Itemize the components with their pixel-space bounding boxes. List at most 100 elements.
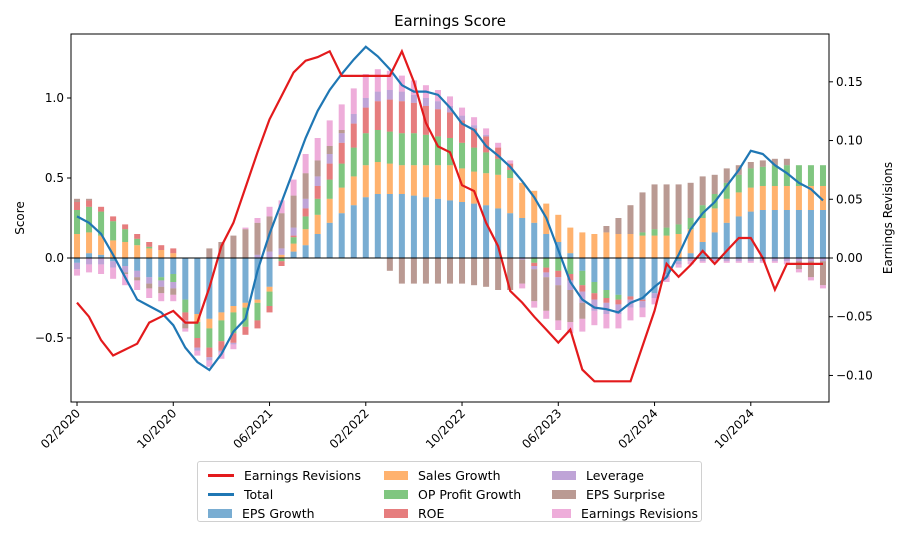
bar-segment [699, 205, 706, 218]
bar-segment [747, 162, 754, 169]
bar-segment [531, 262, 538, 266]
bar-segment [531, 269, 538, 302]
bar-segment [278, 200, 285, 214]
bar-segment [122, 242, 129, 258]
bar-segment [723, 168, 730, 183]
bar-segment [651, 293, 658, 298]
x-tick-label: 02/2022 [327, 406, 372, 451]
bar-segment [747, 168, 754, 188]
bar-segment [483, 258, 490, 287]
bar-segment [771, 261, 778, 263]
bar-segment [266, 251, 273, 258]
bar-segment [314, 198, 321, 215]
bar-segment [350, 88, 357, 114]
earnings-revisions-line [76, 48, 823, 383]
bar-segment [230, 344, 237, 350]
bar-segment [747, 211, 754, 258]
bar-segment [639, 299, 646, 302]
bar-segment [651, 229, 658, 236]
bar-segment [819, 210, 826, 258]
bar-segment [795, 210, 802, 258]
bar-segment [194, 338, 201, 348]
bar-segment [254, 299, 261, 303]
bar-segment [98, 258, 105, 265]
bar-segment [206, 357, 213, 361]
bar-segment [591, 310, 598, 326]
bar-segment [567, 227, 574, 254]
bar-segment [302, 245, 309, 258]
bar-segment [410, 94, 417, 103]
bar-segment [675, 261, 682, 265]
x-tick-label: 10/2022 [423, 406, 468, 451]
bar-segment [86, 198, 93, 201]
bar-segment [579, 291, 586, 303]
bar-segment [158, 293, 165, 302]
bar-segment [182, 323, 189, 329]
bar-segment [98, 264, 105, 274]
bar-segment [170, 288, 177, 295]
bar-segment [483, 128, 490, 135]
bar-segment [182, 299, 189, 313]
bar-segment [410, 258, 417, 284]
bar-segment [747, 261, 754, 263]
bar-segment [170, 274, 177, 282]
bar-segment [314, 160, 321, 177]
bar-segment [747, 187, 754, 212]
bar-segment [603, 298, 610, 303]
bar-segment [483, 205, 490, 258]
bar-segment [795, 258, 802, 262]
bar-segment [326, 154, 333, 164]
bar-segment [483, 152, 490, 174]
bar-segment [507, 160, 514, 164]
bar-segment [194, 347, 201, 351]
y-tick-label-left: 0.0 [45, 251, 64, 265]
bar-segment [579, 270, 586, 286]
bar-segment [446, 165, 454, 201]
bar-segment [795, 186, 802, 210]
bar-segment [519, 283, 526, 289]
bar-segment [795, 165, 802, 186]
bar-segment [663, 184, 670, 228]
bar-segment [230, 333, 237, 343]
bar-segment [314, 138, 321, 161]
legend-label: Total [244, 487, 274, 502]
bar-segment [675, 258, 682, 262]
legend-line-swatch [208, 474, 234, 477]
bar-segment [362, 165, 369, 198]
y-axis-label-left: Score [13, 201, 27, 235]
bar-segment [471, 171, 478, 204]
bar-segment [807, 277, 814, 281]
bar-segment [795, 269, 802, 273]
bar-segment [543, 272, 550, 278]
bar-segment [711, 261, 718, 263]
bar-segment [519, 259, 526, 284]
bar-segment [591, 299, 598, 311]
bar-segment [771, 210, 778, 258]
legend-item: EPS Growth [204, 504, 380, 523]
y-tick-label-right: 0.05 [836, 192, 863, 206]
bar-segment [278, 254, 285, 258]
bar-segment [146, 246, 153, 249]
bar-segment [711, 258, 718, 262]
bar-segment [555, 214, 562, 242]
bar-segment [807, 261, 814, 278]
bar-segment [687, 261, 694, 265]
bar-segment [446, 112, 454, 138]
bar-segment [651, 184, 658, 230]
bar-segment [230, 258, 237, 306]
bar-segment [675, 234, 682, 258]
bar-segment [711, 174, 718, 194]
y-tick-label-left: −0.5 [35, 331, 64, 345]
bar-segment [422, 98, 429, 106]
bar-segment [134, 280, 141, 290]
bar-segment [627, 234, 634, 258]
legend-label: Sales Growth [418, 468, 501, 483]
bar-segment [74, 198, 81, 202]
bar-segment [98, 235, 105, 255]
bar-segment [410, 195, 417, 258]
bar-segment [723, 258, 730, 262]
bar-segment [314, 214, 321, 234]
legend-item: Earnings Revisions [548, 504, 698, 523]
bar-segment [134, 234, 141, 239]
